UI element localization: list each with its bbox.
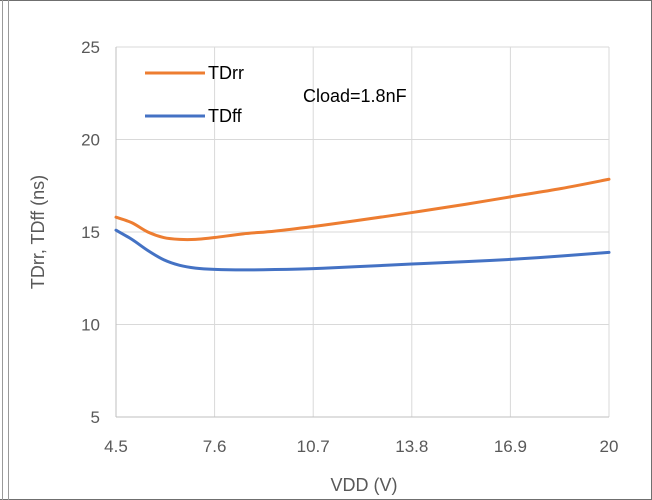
series-line-tdff — [114, 228, 611, 272]
x-tick-labels: 4.5 7.6 10.7 13.8 16.9 20 — [104, 437, 618, 456]
x-tick-label: 16.9 — [494, 437, 527, 456]
series-layer — [114, 177, 611, 272]
y-tick-label: 10 — [81, 316, 100, 335]
y-tick-labels: 5 10 15 20 25 — [81, 38, 100, 427]
legend-label-tdrr: TDrr — [208, 63, 244, 83]
x-tick-label: 20 — [600, 437, 619, 456]
x-axis-title: VDD (V) — [331, 475, 398, 495]
x-tick-label: 13.8 — [395, 437, 428, 456]
axis-lines — [115, 47, 609, 418]
y-tick-label: 20 — [81, 131, 100, 150]
left-border-line — [2, 0, 3, 500]
legend-label-tdff: TDff — [208, 106, 243, 126]
x-tick-label: 4.5 — [104, 437, 128, 456]
y-tick-label: 25 — [81, 38, 100, 57]
y-tick-label: 5 — [91, 408, 100, 427]
y-axis-title: TDrr, TDff (ns) — [28, 175, 48, 289]
x-tick-label: 10.7 — [297, 437, 330, 456]
series-line-tdrr — [114, 177, 611, 242]
x-tick-label: 7.6 — [203, 437, 227, 456]
annotation-cload: Cload=1.8nF — [303, 86, 407, 106]
y-tick-label: 15 — [81, 223, 100, 242]
legend: TDrr TDff — [145, 63, 244, 126]
left-border-line-inner — [8, 0, 9, 500]
